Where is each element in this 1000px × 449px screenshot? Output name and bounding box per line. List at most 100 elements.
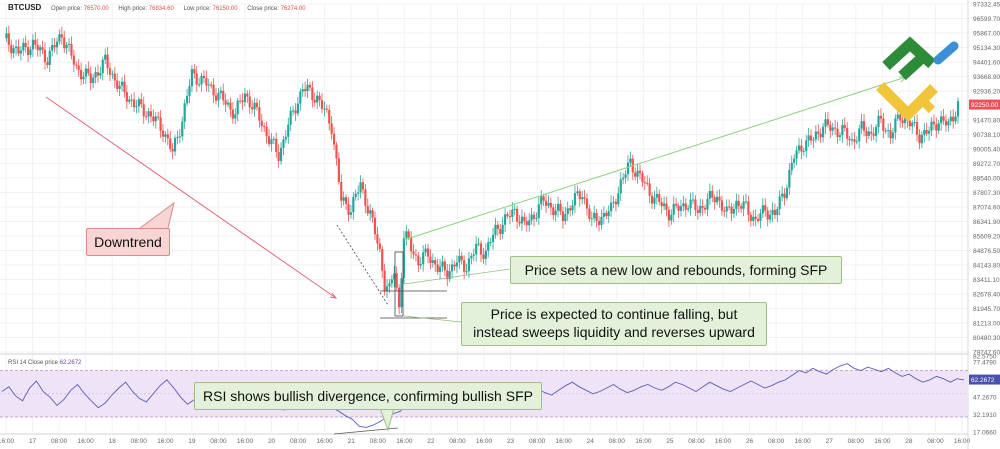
candle-body: [178, 136, 181, 138]
candle-body: [911, 122, 914, 127]
candle-body: [814, 131, 817, 140]
candle-body: [414, 254, 418, 256]
candle-body: [224, 100, 227, 105]
candle-body: [802, 151, 805, 153]
candle-body: [771, 209, 774, 215]
candle-body: [622, 177, 625, 180]
x-tick-label: 23: [507, 438, 515, 445]
candle-body: [238, 100, 242, 102]
candle-body: [694, 199, 697, 210]
candle-body: [296, 103, 300, 114]
candle-body: [725, 206, 728, 212]
candle-body: [708, 190, 711, 199]
candle-body: [650, 195, 654, 204]
candle-body: [482, 254, 485, 259]
candle-body: [390, 279, 393, 284]
candle-body: [809, 135, 813, 141]
candle-body: [460, 255, 463, 261]
candle-body: [626, 162, 630, 175]
candle-body: [43, 49, 47, 63]
candle-body: [918, 134, 921, 144]
candle-body: [369, 210, 372, 214]
candle-body: [501, 224, 504, 234]
x-tick-label: 08:00: [768, 438, 785, 445]
candle-body: [706, 198, 709, 210]
low-label: Low price:: [183, 6, 211, 12]
y-tick-label: 87074.60: [973, 205, 1000, 212]
x-tick-label: 22: [427, 438, 435, 445]
candle-body: [190, 69, 194, 87]
candle-body: [434, 260, 437, 265]
candle-body: [477, 243, 480, 245]
candle-body: [747, 201, 750, 215]
candle-body: [282, 139, 285, 148]
sfp-highlight-box: [394, 251, 404, 317]
x-tick-label: 16:00: [874, 438, 891, 445]
candle-body: [145, 116, 148, 118]
candle-body: [638, 170, 642, 174]
rsi-header: RSI 14 Close price 62.2672: [8, 360, 81, 366]
candle-body: [877, 115, 880, 127]
candle-body: [658, 193, 661, 202]
candle-body: [364, 189, 367, 206]
candle-body: [279, 147, 283, 162]
candle-body: [108, 68, 112, 75]
x-tick-label: 16:00: [635, 438, 652, 445]
candle-body: [662, 203, 666, 207]
candle-body: [903, 117, 907, 124]
x-tick-label: 08:00: [688, 438, 705, 445]
x-tick-label: 16:00: [0, 438, 15, 445]
candle-body: [496, 224, 499, 230]
candle-body: [499, 229, 502, 234]
candle-body: [503, 214, 507, 225]
candle-body: [860, 121, 863, 129]
candle-body: [947, 121, 950, 126]
candle-body: [776, 209, 779, 216]
candle-body: [29, 49, 32, 56]
candle-body: [185, 95, 189, 104]
candle-body: [412, 251, 415, 255]
candle-body: [797, 145, 801, 151]
x-tick-label: 24: [587, 438, 595, 445]
candle-body: [104, 54, 107, 60]
candle-body: [407, 231, 410, 238]
candle-body: [535, 217, 538, 219]
y-tick-label: 86341.90: [973, 219, 1000, 226]
candle-body: [357, 192, 360, 194]
candle-body: [41, 47, 44, 50]
candle-body: [7, 33, 10, 46]
candle-body: [229, 102, 232, 110]
candle-body: [826, 119, 830, 125]
candle-body: [703, 207, 707, 210]
candle-body: [248, 96, 251, 108]
x-tick-label: 08:00: [609, 438, 626, 445]
candle-body: [65, 45, 68, 49]
candle-body: [783, 193, 786, 199]
candle-body: [123, 81, 126, 93]
candle-body: [689, 199, 692, 209]
candle-body: [699, 205, 702, 213]
candle-body: [306, 84, 309, 92]
candle-body: [169, 138, 172, 149]
candle-body: [525, 221, 528, 226]
candle-body: [77, 65, 80, 70]
candle-body: [867, 131, 870, 136]
candle-body: [778, 196, 781, 210]
candle-body: [219, 90, 222, 93]
y-tick-label: 88540.00: [973, 176, 1000, 183]
candle-body: [130, 99, 133, 101]
y-tick-label: 90005.40: [973, 147, 1000, 154]
candle-body: [14, 46, 18, 49]
candle-body: [624, 174, 627, 178]
y-tick-label: 81945.70: [973, 306, 1000, 313]
candle-body: [920, 134, 923, 144]
candle-body: [718, 196, 721, 201]
open-label: Open price:: [51, 6, 83, 12]
candle-body: [588, 208, 591, 219]
candle-body: [347, 203, 350, 215]
y-tick-label: 90738.10: [973, 132, 1000, 139]
y-tick-label: 95867.00: [973, 31, 1000, 38]
candle-body: [12, 48, 15, 54]
candle-body: [277, 151, 280, 162]
candle-body: [682, 203, 685, 207]
